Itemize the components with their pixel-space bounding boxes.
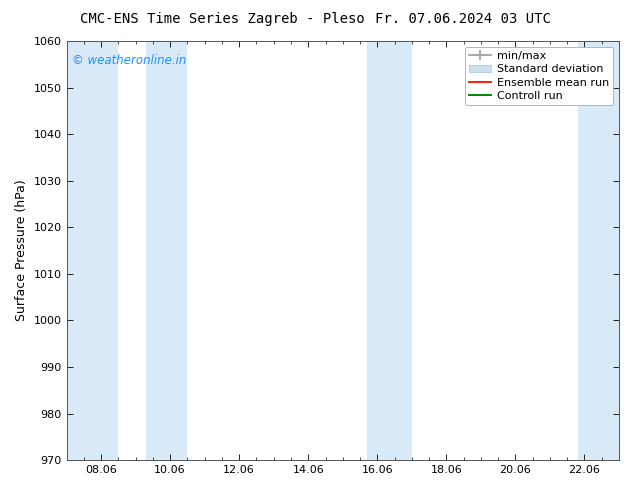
Bar [367, 41, 412, 460]
Text: CMC-ENS Time Series Zagreb - Pleso: CMC-ENS Time Series Zagreb - Pleso [79, 12, 365, 26]
Bar [67, 41, 119, 460]
Text: © weatheronline.in: © weatheronline.in [72, 53, 186, 67]
Text: Fr. 07.06.2024 03 UTC: Fr. 07.06.2024 03 UTC [375, 12, 551, 26]
Y-axis label: Surface Pressure (hPa): Surface Pressure (hPa) [15, 180, 28, 321]
Bar [146, 41, 188, 460]
Bar [578, 41, 619, 460]
Legend: min/max, Standard deviation, Ensemble mean run, Controll run: min/max, Standard deviation, Ensemble me… [465, 47, 614, 105]
